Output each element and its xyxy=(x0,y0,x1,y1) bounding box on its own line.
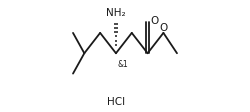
Text: &1: &1 xyxy=(118,59,128,68)
Text: O: O xyxy=(159,23,168,32)
Text: HCl: HCl xyxy=(107,96,125,106)
Text: NH₂: NH₂ xyxy=(106,8,126,18)
Text: O: O xyxy=(150,16,159,26)
